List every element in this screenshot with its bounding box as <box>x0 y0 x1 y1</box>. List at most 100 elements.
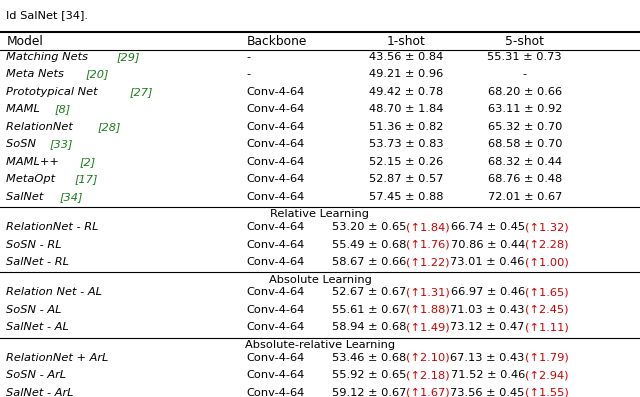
Text: Conv-4-64: Conv-4-64 <box>246 370 305 380</box>
Text: [29]: [29] <box>117 52 140 62</box>
Text: Conv-4-64: Conv-4-64 <box>246 139 305 149</box>
Text: 63.11 ± 0.92: 63.11 ± 0.92 <box>488 104 562 114</box>
Text: Conv-4-64: Conv-4-64 <box>246 353 305 362</box>
Text: 58.94 ± 0.68: 58.94 ± 0.68 <box>332 322 406 332</box>
Text: 73.12 ± 0.47: 73.12 ± 0.47 <box>451 322 525 332</box>
Text: (↑1.31): (↑1.31) <box>406 287 450 297</box>
Text: Conv-4-64: Conv-4-64 <box>246 287 305 297</box>
Text: Conv-4-64: Conv-4-64 <box>246 87 305 97</box>
Text: 66.74 ± 0.45: 66.74 ± 0.45 <box>451 222 525 232</box>
Text: SalNet - RL: SalNet - RL <box>6 257 69 267</box>
Text: [8]: [8] <box>55 104 71 114</box>
Text: 57.45 ± 0.88: 57.45 ± 0.88 <box>369 192 444 202</box>
Text: 73.01 ± 0.46: 73.01 ± 0.46 <box>451 257 525 267</box>
Text: (↑2.45): (↑2.45) <box>525 305 568 315</box>
Text: RelationNet - RL: RelationNet - RL <box>6 222 99 232</box>
Text: 48.70 ± 1.84: 48.70 ± 1.84 <box>369 104 444 114</box>
Text: 58.67 ± 0.66: 58.67 ± 0.66 <box>332 257 406 267</box>
Text: (↑1.32): (↑1.32) <box>525 222 568 232</box>
Text: -: - <box>523 69 527 79</box>
Text: 1-shot: 1-shot <box>387 35 426 48</box>
Text: Prototypical Net: Prototypical Net <box>6 87 102 97</box>
Text: SoSN - ArL: SoSN - ArL <box>6 370 67 380</box>
Text: Conv-4-64: Conv-4-64 <box>246 305 305 315</box>
Text: 53.46 ± 0.68: 53.46 ± 0.68 <box>332 353 406 362</box>
Text: 52.87 ± 0.57: 52.87 ± 0.57 <box>369 174 444 184</box>
Text: 53.20 ± 0.65: 53.20 ± 0.65 <box>332 222 406 232</box>
Text: Conv-4-64: Conv-4-64 <box>246 192 305 202</box>
Text: Conv-4-64: Conv-4-64 <box>246 257 305 267</box>
Text: 55.92 ± 0.65: 55.92 ± 0.65 <box>332 370 406 380</box>
Text: 70.86 ± 0.44: 70.86 ± 0.44 <box>451 239 525 250</box>
Text: Relative Learning: Relative Learning <box>271 209 369 220</box>
Text: 68.58 ± 0.70: 68.58 ± 0.70 <box>488 139 562 149</box>
Text: 68.76 ± 0.48: 68.76 ± 0.48 <box>488 174 562 184</box>
Text: [34]: [34] <box>60 192 83 202</box>
Text: [33]: [33] <box>50 139 74 149</box>
Text: 71.03 ± 0.43: 71.03 ± 0.43 <box>451 305 525 315</box>
Text: Absolute Learning: Absolute Learning <box>269 275 371 285</box>
Text: Conv-4-64: Conv-4-64 <box>246 104 305 114</box>
Text: (↑1.22): (↑1.22) <box>406 257 450 267</box>
Text: 53.73 ± 0.83: 53.73 ± 0.83 <box>369 139 444 149</box>
Text: (↑1.76): (↑1.76) <box>406 239 450 250</box>
Text: SalNet - AL: SalNet - AL <box>6 322 69 332</box>
Text: [28]: [28] <box>97 122 121 132</box>
Text: (↑1.55): (↑1.55) <box>525 387 568 397</box>
Text: (↑1.84): (↑1.84) <box>406 222 450 232</box>
Text: SoSN - RL: SoSN - RL <box>6 239 62 250</box>
Text: -: - <box>246 52 250 62</box>
Text: 5-shot: 5-shot <box>506 35 544 48</box>
Text: SoSN - AL: SoSN - AL <box>6 305 62 315</box>
Text: Conv-4-64: Conv-4-64 <box>246 157 305 167</box>
Text: 51.36 ± 0.82: 51.36 ± 0.82 <box>369 122 444 132</box>
Text: Conv-4-64: Conv-4-64 <box>246 222 305 232</box>
Text: -: - <box>246 69 250 79</box>
Text: 72.01 ± 0.67: 72.01 ± 0.67 <box>488 192 562 202</box>
Text: (↑2.10): (↑2.10) <box>406 353 450 362</box>
Text: Relation Net - AL: Relation Net - AL <box>6 287 102 297</box>
Text: MetaOpt: MetaOpt <box>6 174 59 184</box>
Text: 68.20 ± 0.66: 68.20 ± 0.66 <box>488 87 562 97</box>
Text: Conv-4-64: Conv-4-64 <box>246 122 305 132</box>
Text: SalNet - ArL: SalNet - ArL <box>6 387 74 397</box>
Text: 55.61 ± 0.67: 55.61 ± 0.67 <box>332 305 406 315</box>
Text: (↑2.18): (↑2.18) <box>406 370 450 380</box>
Text: Conv-4-64: Conv-4-64 <box>246 174 305 184</box>
Text: [27]: [27] <box>129 87 153 97</box>
Text: 49.21 ± 0.96: 49.21 ± 0.96 <box>369 69 444 79</box>
Text: Conv-4-64: Conv-4-64 <box>246 387 305 397</box>
Text: 66.97 ± 0.46: 66.97 ± 0.46 <box>451 287 525 297</box>
Text: Absolute-relative Learning: Absolute-relative Learning <box>245 340 395 350</box>
Text: 55.49 ± 0.68: 55.49 ± 0.68 <box>332 239 406 250</box>
Text: [20]: [20] <box>86 69 109 79</box>
Text: (↑2.94): (↑2.94) <box>525 370 568 380</box>
Text: Matching Nets: Matching Nets <box>6 52 92 62</box>
Text: Backbone: Backbone <box>246 35 307 48</box>
Text: MAML: MAML <box>6 104 44 114</box>
Text: (↑1.67): (↑1.67) <box>406 387 450 397</box>
Text: Conv-4-64: Conv-4-64 <box>246 239 305 250</box>
Text: (↑1.79): (↑1.79) <box>525 353 568 362</box>
Text: (↑2.28): (↑2.28) <box>525 239 568 250</box>
Text: 52.67 ± 0.67: 52.67 ± 0.67 <box>332 287 406 297</box>
Text: RelationNet: RelationNet <box>6 122 77 132</box>
Text: Conv-4-64: Conv-4-64 <box>246 322 305 332</box>
Text: 67.13 ± 0.43: 67.13 ± 0.43 <box>451 353 525 362</box>
Text: 49.42 ± 0.78: 49.42 ± 0.78 <box>369 87 444 97</box>
Text: (↑1.00): (↑1.00) <box>525 257 568 267</box>
Text: (↑1.65): (↑1.65) <box>525 287 568 297</box>
Text: (↑1.88): (↑1.88) <box>406 305 450 315</box>
Text: Meta Nets: Meta Nets <box>6 69 68 79</box>
Text: 73.56 ± 0.45: 73.56 ± 0.45 <box>451 387 525 397</box>
Text: SalNet: SalNet <box>6 192 47 202</box>
Text: [17]: [17] <box>74 174 98 184</box>
Text: 71.52 ± 0.46: 71.52 ± 0.46 <box>451 370 525 380</box>
Text: (↑1.49): (↑1.49) <box>406 322 450 332</box>
Text: 55.31 ± 0.73: 55.31 ± 0.73 <box>488 52 562 62</box>
Text: 52.15 ± 0.26: 52.15 ± 0.26 <box>369 157 444 167</box>
Text: RelationNet + ArL: RelationNet + ArL <box>6 353 109 362</box>
Text: MAML++: MAML++ <box>6 157 63 167</box>
Text: 43.56 ± 0.84: 43.56 ± 0.84 <box>369 52 444 62</box>
Text: SoSN: SoSN <box>6 139 40 149</box>
